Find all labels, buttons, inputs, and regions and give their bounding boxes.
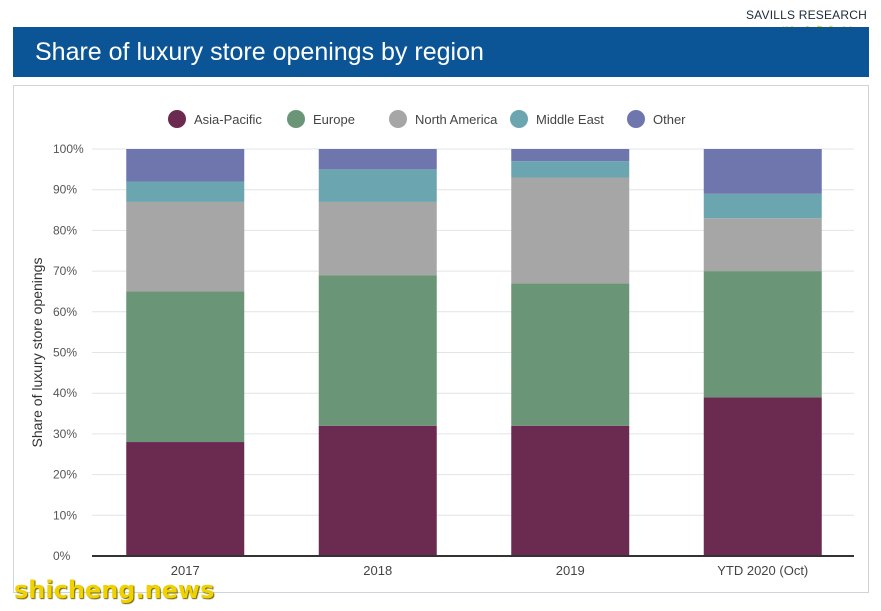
legend-label: Asia-Pacific [194,112,262,127]
x-tick-label: 2019 [556,563,585,578]
bar-segment [703,218,822,272]
legend-swatch [287,110,305,128]
y-tick-label: 40% [53,386,77,400]
bar-segment [511,283,630,426]
bar-segment [511,177,630,284]
bar-segment [126,442,245,556]
legend-swatch [510,110,528,128]
bar-segment [126,201,245,292]
y-tick-label: 30% [53,427,77,441]
source-label: SAVILLS RESEARCH [745,8,867,22]
y-tick-label: 0% [53,549,71,563]
y-tick-label: 50% [53,346,77,360]
bar-segment [511,425,630,556]
y-tick-label: 20% [53,468,77,482]
stacked-bar-chart: 0% 10% 20% 30% 40% 50% 60% 70% 80% 90% 100% Share o… [29,110,854,578]
legend-swatch [627,110,645,128]
bar-segment [511,161,630,178]
chart-title: Share of luxury store openings by region [35,38,484,66]
bar-segment [318,425,437,556]
chart-panel: 0% 10% 20% 30% 40% 50% 60% 70% 80% 90% 100% Share o… [13,85,869,593]
bar-segment [318,201,437,276]
y-tick-label: 100% [53,142,84,156]
bar-segment [703,193,822,219]
bar-segment [318,275,437,426]
y-axis-label: Share of luxury store openings [29,258,45,448]
legend-swatch [168,110,186,128]
title-bar: Share of luxury store openings by region [13,27,869,77]
legend-label: Middle East [536,112,604,127]
bar-segment [126,181,245,202]
y-tick-label: 70% [53,264,77,278]
legend-label: North America [415,112,498,127]
y-tick-label: 60% [53,305,77,319]
bar-segment [126,149,245,182]
bar-segment [126,291,245,443]
y-tick-label: 80% [53,223,77,237]
watermark-en: shicheng.news [14,576,215,604]
bar-segment [318,169,437,202]
legend-label: Other [653,112,686,127]
x-tick-label: YTD 2020 (Oct) [717,563,808,578]
bar-segment [703,397,822,556]
legend-label: Europe [313,112,355,127]
x-tick-label: 2018 [363,563,392,578]
legend-swatch [389,110,407,128]
bar-segment [703,149,822,194]
bar-segment [318,149,437,170]
bar-segment [703,271,822,398]
y-tick-label: 10% [53,508,77,522]
bar-segment [511,149,630,162]
x-tick-label: 2017 [171,563,200,578]
y-tick-label: 90% [53,183,77,197]
